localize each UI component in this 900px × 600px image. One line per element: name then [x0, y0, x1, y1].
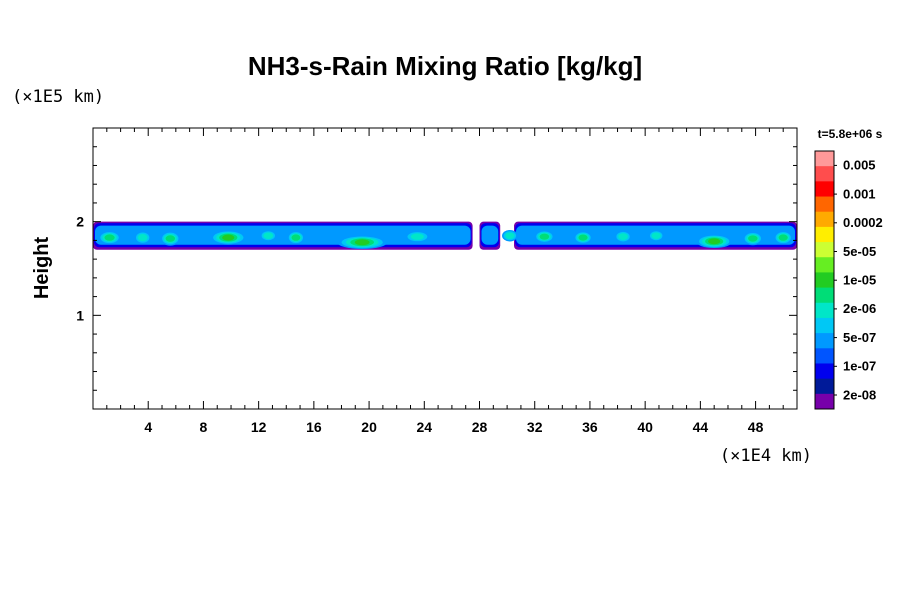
colorbar-swatch: [815, 363, 834, 380]
x-tick-label: 32: [527, 419, 543, 435]
colorbar-swatch: [815, 257, 834, 273]
colorbar-label: 2e-08: [843, 387, 876, 402]
colorbar-swatch: [815, 348, 834, 364]
colorbar-swatch: [815, 226, 834, 243]
field-core: [354, 239, 370, 246]
field-core: [539, 233, 550, 240]
field-core: [137, 234, 148, 242]
colorbar-swatch: [815, 287, 834, 304]
colorbar: 0.005 0.001 0.0002 5e-05 1e-05 2e-06 5e-07 1e-0…: [814, 150, 883, 410]
field-core: [708, 238, 721, 245]
x-tick-label: 48: [748, 419, 764, 435]
colorbar-swatch: [815, 242, 834, 258]
field-core: [748, 235, 758, 242]
field-core: [165, 235, 176, 242]
colorbar-swatch: [815, 378, 834, 395]
field-core: [104, 234, 115, 241]
colorbar-swatch: [815, 317, 834, 334]
field-layer: [93, 221, 797, 250]
x-tick-label: 12: [251, 419, 267, 435]
x-tick-label: 4: [144, 419, 152, 435]
y-tick-label: 2: [76, 214, 84, 230]
colorbar-swatch: [815, 181, 834, 198]
field-core: [410, 233, 424, 240]
field-core: [618, 233, 628, 241]
colorbar-swatch: [815, 211, 834, 228]
y-axis-label: Height: [31, 237, 53, 300]
colorbar-label: 5e-05: [843, 244, 876, 259]
colorbar-label: 0.001: [843, 186, 876, 201]
field-core: [778, 234, 788, 241]
colorbar-swatch: [815, 151, 834, 167]
x-tick-label: 40: [637, 419, 653, 435]
field-core: [651, 232, 661, 239]
colorbar-swatch: [815, 393, 834, 410]
field-core: [505, 232, 515, 239]
x-tick-label: 8: [200, 419, 208, 435]
colorbar-swatch: [815, 196, 834, 213]
field-core: [222, 234, 235, 241]
field-core: [578, 234, 588, 241]
colorbar-swatch: [815, 302, 834, 319]
x-tick-label: 36: [582, 419, 598, 435]
colorbar-swatch: [815, 333, 834, 349]
colorbar-label: 5e-07: [843, 330, 876, 345]
colorbar-label: 1e-07: [843, 359, 876, 374]
colorbar-label: 0.005: [843, 158, 876, 173]
x-tick-label: 16: [306, 419, 322, 435]
field-core: [263, 232, 274, 239]
x-tick-label: 20: [361, 419, 377, 435]
y-tick-label: 1: [76, 307, 84, 323]
colorbar-swatch: [815, 272, 834, 289]
y-axis-unit: (×1E5 km): [12, 87, 104, 107]
field-core: [291, 234, 301, 241]
colorbar-label: 0.0002: [843, 215, 883, 230]
x-axis-unit: (×1E4 km): [720, 446, 812, 466]
colorbar-label: 2e-06: [843, 301, 876, 316]
chart-title: NH3-s-Rain Mixing Ratio [kg/kg]: [248, 51, 642, 81]
time-label: t=5.8e+06 s: [818, 127, 883, 141]
layer-segment-inner: [481, 225, 499, 245]
x-tick-label: 28: [472, 419, 488, 435]
x-tick-label: 44: [693, 419, 709, 435]
field-clip-group: [93, 221, 797, 250]
plot-frame: [92, 127, 798, 410]
colorbar-label: 1e-05: [843, 273, 876, 288]
colorbar-swatch: [815, 166, 834, 182]
x-tick-label: 24: [417, 419, 433, 435]
